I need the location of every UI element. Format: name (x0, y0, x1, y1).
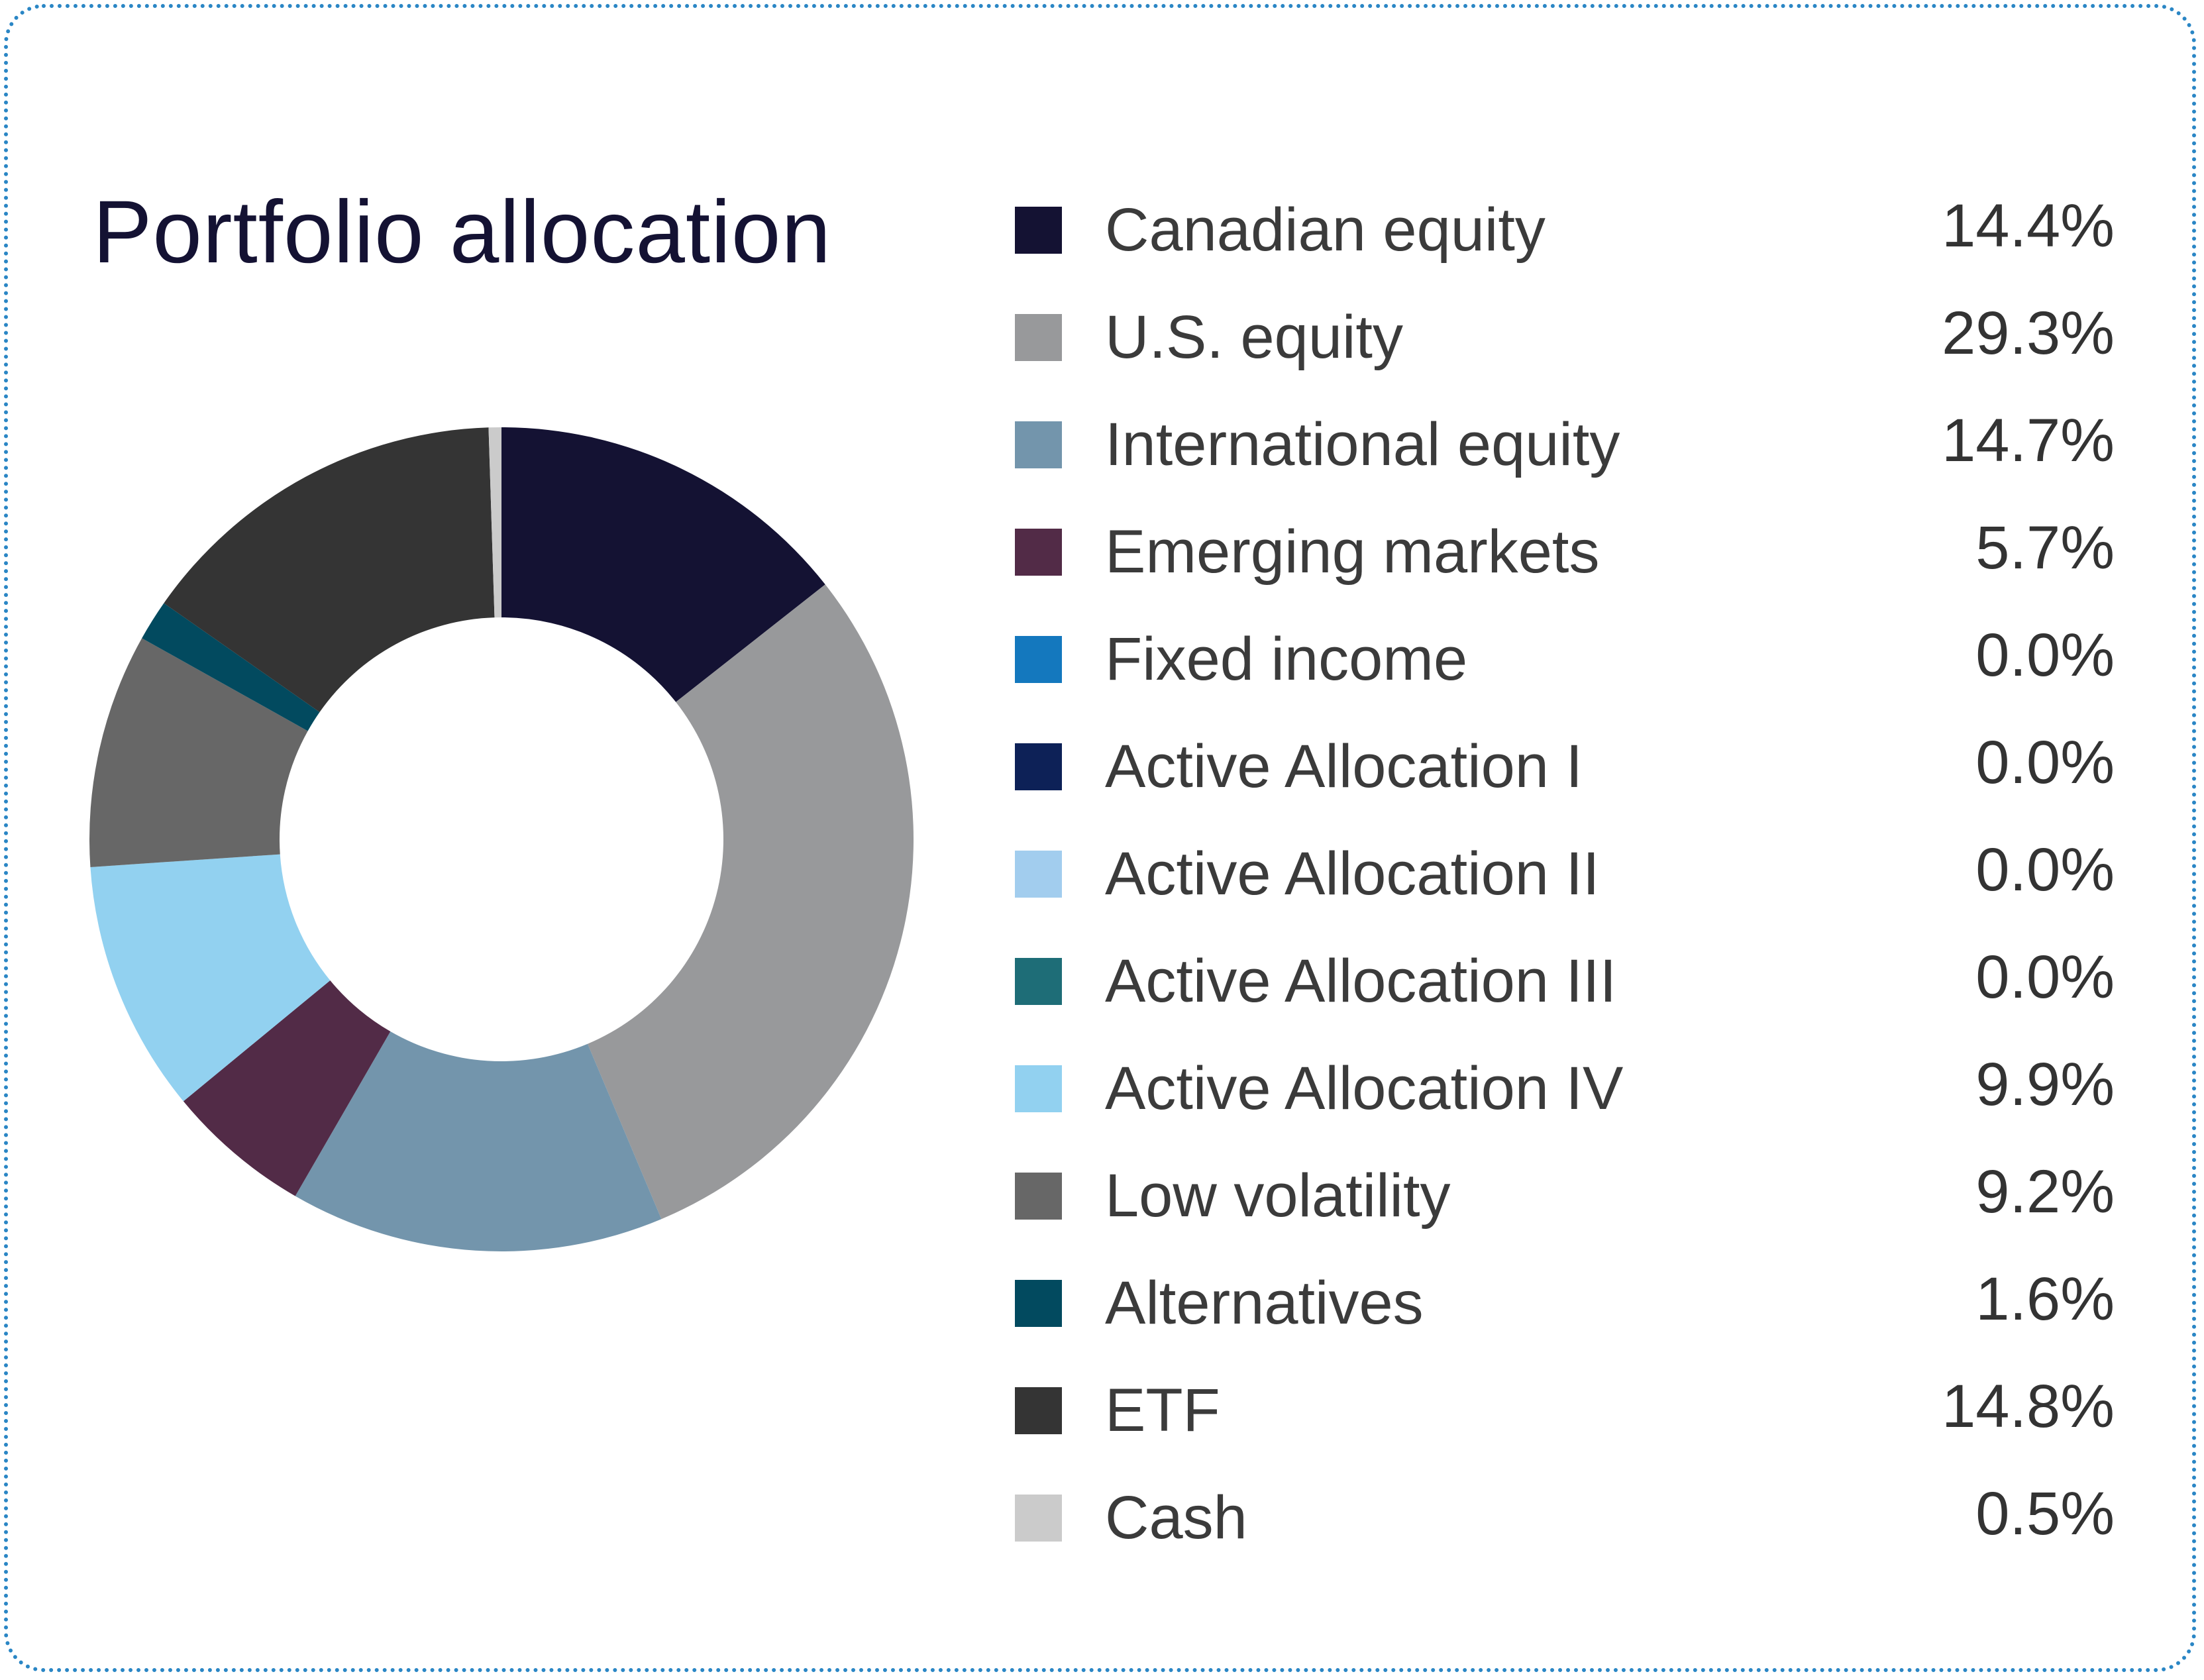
legend-item-u-s-equity: U.S. equity 29.3% (1015, 299, 2115, 408)
legend-swatch-active-allocation-iv (1015, 1065, 1062, 1112)
legend-swatch-active-allocation-i (1015, 743, 1062, 790)
legend-value: 29.3% (1942, 299, 2115, 367)
legend-item-low-volatility: Low volatility 9.2% (1015, 1158, 2115, 1267)
legend-label: U.S. equity (1105, 303, 1403, 371)
legend-label: Alternatives (1105, 1269, 1424, 1337)
legend-swatch-alternatives (1015, 1280, 1062, 1327)
chart-title: Portfolio allocation (93, 183, 831, 282)
legend-label: Emerging markets (1105, 518, 1600, 586)
legend-item-active-allocation-i: Active Allocation I 0.0% (1015, 729, 2115, 837)
legend-swatch-fixed-income (1015, 636, 1062, 683)
legend-item-alternatives: Alternatives 1.6% (1015, 1265, 2115, 1374)
legend-item-active-allocation-iii: Active Allocation III 0.0% (1015, 943, 2115, 1052)
legend-swatch-low-volatility (1015, 1173, 1062, 1220)
slice-active-allocation-iv (90, 854, 331, 1102)
legend-label: Canadian equity (1105, 196, 1546, 264)
legend-value: 0.0% (1975, 621, 2115, 689)
legend-item-international-equity: International equity 14.7% (1015, 407, 2115, 515)
slice-u-s-equity (588, 584, 914, 1220)
slice-cash (488, 427, 501, 618)
slice-international-equity (295, 1031, 662, 1251)
slice-low-volatility (89, 638, 308, 867)
slice-alternatives (142, 603, 320, 731)
slice-emerging-markets (183, 980, 391, 1196)
legend-item-cash: Cash 0.5% (1015, 1480, 2115, 1589)
legend-value: 0.0% (1975, 729, 2115, 796)
legend-label: Active Allocation IV (1105, 1055, 1624, 1122)
legend-value: 14.8% (1942, 1373, 2115, 1440)
legend-swatch-active-allocation-iii (1015, 958, 1062, 1005)
legend-value: 14.7% (1942, 407, 2115, 474)
legend-swatch-u-s-equity (1015, 314, 1062, 361)
legend-label: ETF (1105, 1377, 1220, 1444)
legend-swatch-active-allocation-ii (1015, 851, 1062, 898)
legend-item-active-allocation-ii: Active Allocation II 0.0% (1015, 836, 2115, 945)
legend-label: International equity (1105, 411, 1620, 478)
legend-label: Low volatility (1105, 1162, 1451, 1230)
legend-label: Active Allocation II (1105, 840, 1600, 908)
legend-swatch-etf (1015, 1387, 1062, 1434)
legend-label: Active Allocation III (1105, 947, 1617, 1015)
legend-swatch-canadian-equity (1015, 207, 1062, 254)
legend: Canadian equity 14.4% U.S. equity 29.3% Inte… (1015, 192, 2115, 1589)
legend-item-canadian-equity: Canadian equity 14.4% (1015, 192, 2115, 301)
legend-label: Cash (1105, 1484, 1247, 1551)
legend-swatch-international-equity (1015, 421, 1062, 468)
legend-item-fixed-income: Fixed income 0.0% (1015, 621, 2115, 730)
legend-swatch-emerging-markets (1015, 529, 1062, 576)
legend-item-active-allocation-iv: Active Allocation IV 9.9% (1015, 1051, 2115, 1159)
legend-value: 1.6% (1975, 1265, 2115, 1333)
slice-canadian-equity (501, 427, 825, 702)
chart-card: Portfolio allocation Canadian equity 14.4… (4, 4, 2196, 1672)
legend-value: 0.0% (1975, 943, 2115, 1011)
legend-value: 5.7% (1975, 514, 2115, 582)
legend-swatch-cash (1015, 1495, 1062, 1542)
legend-label: Active Allocation I (1105, 733, 1583, 800)
legend-value: 0.0% (1975, 836, 2115, 904)
legend-label: Fixed income (1105, 625, 1468, 693)
legend-value: 14.4% (1942, 192, 2115, 260)
legend-value: 9.2% (1975, 1158, 2115, 1226)
slice-etf (164, 427, 495, 712)
legend-item-emerging-markets: Emerging markets 5.7% (1015, 514, 2115, 623)
legend-item-etf: ETF 14.8% (1015, 1373, 2115, 1481)
donut-chart (89, 427, 914, 1251)
legend-value: 9.9% (1975, 1051, 2115, 1118)
legend-value: 0.5% (1975, 1480, 2115, 1548)
